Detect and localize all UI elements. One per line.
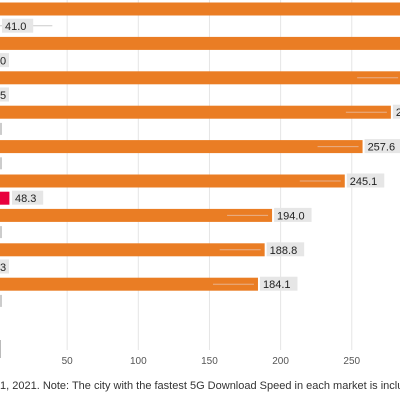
value-label-bg (0, 53, 9, 68)
x-tick-label: 50 (62, 356, 74, 367)
x-tick-label: 100 (130, 356, 147, 367)
value-label: 245.1 (350, 176, 378, 188)
value-label: 257.6 (368, 142, 396, 154)
bar-5g (0, 71, 400, 85)
value-label-bg (364, 139, 400, 154)
bar-5g (0, 36, 400, 50)
bar-chart: 41.00285.45277.5257.6245.148.3194.0188.8… (0, 0, 400, 367)
value-label: 5 (0, 90, 6, 102)
value-label: 188.8 (270, 245, 298, 257)
value-label: 41.0 (5, 21, 26, 33)
x-tick-label: 200 (272, 356, 289, 367)
x-tick-label: 250 (343, 356, 360, 367)
value-label: 48.3 (15, 193, 36, 205)
bar-5g (0, 243, 265, 257)
value-label-bg (266, 242, 305, 257)
bar-overall-stub (0, 122, 2, 135)
value-label: 194.0 (277, 210, 305, 222)
value-label: 184.1 (263, 279, 291, 291)
x-axis: 50100150200250300 (0, 340, 361, 367)
value-label: 3 (0, 262, 6, 274)
bar-5g (0, 2, 400, 16)
value-label-bg (346, 173, 385, 188)
bar-5g (0, 140, 363, 154)
value-label-bg (259, 276, 298, 291)
value-label: 0 (0, 56, 6, 68)
value-label-bg (0, 87, 9, 102)
bar-5g (0, 105, 391, 119)
bar-5g (0, 174, 345, 188)
bar-overall-stub (0, 226, 2, 239)
bar-overall-stub (0, 294, 2, 307)
value-label-bg (392, 104, 400, 119)
bar-5g (0, 277, 258, 291)
bar-overall (0, 191, 10, 205)
bar-5g (0, 208, 273, 222)
value-labels: 41.00285.45277.5257.6245.148.3194.0188.8… (0, 18, 400, 291)
value-label-bg (0, 259, 9, 274)
bar-overall-stub (0, 157, 2, 170)
value-label-bg (2, 18, 34, 33)
value-label: 277.5 (396, 107, 400, 119)
x-tick-label: 150 (201, 356, 218, 367)
value-label-bg (274, 207, 312, 222)
footnote: 1, 2021. Note: The city with the fastest… (0, 380, 400, 392)
bars (0, 2, 400, 307)
value-label-bg (12, 190, 44, 205)
